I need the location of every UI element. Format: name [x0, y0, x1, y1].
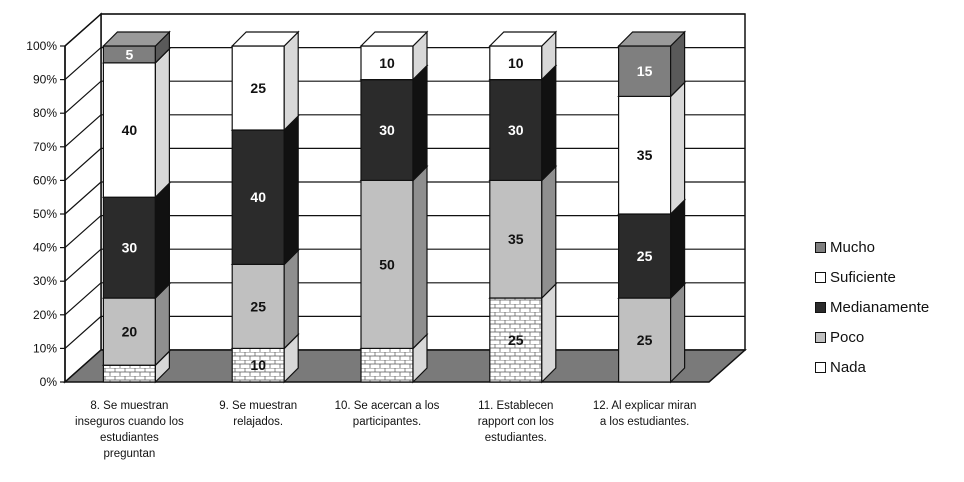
legend-swatch: [815, 332, 826, 343]
y-tick-label: 100%: [26, 39, 57, 53]
x-category-label: 12. Al explicar miran a los estudiantes.: [580, 398, 710, 430]
data-label: 25: [637, 332, 653, 348]
legend-label: Medianamente: [830, 299, 929, 316]
legend-label: Suficiente: [830, 269, 896, 286]
legend-item: Medianamente: [815, 292, 929, 322]
chart-legend: Mucho Suficiente Medianamente Poco Nada: [815, 232, 929, 382]
data-label: 30: [508, 122, 524, 138]
legend-label: Poco: [830, 329, 864, 346]
data-label: 5: [126, 46, 134, 62]
y-tick-label: 40%: [33, 241, 57, 255]
y-tick-label: 90%: [33, 73, 57, 87]
data-label: 10: [250, 357, 266, 373]
legend-label: Mucho: [830, 239, 875, 256]
data-label: 30: [122, 240, 138, 256]
y-tick-label: 50%: [33, 207, 57, 221]
data-label: 25: [508, 332, 524, 348]
data-label: 20: [122, 324, 138, 340]
y-tick-label: 70%: [33, 140, 57, 154]
y-tick-label: 20%: [33, 308, 57, 322]
legend-item: Nada: [815, 352, 929, 382]
y-tick-label: 0%: [40, 375, 58, 389]
data-label: 10: [508, 55, 524, 71]
data-label: 15: [637, 63, 653, 79]
data-label: 35: [508, 231, 524, 247]
legend-label: Nada: [830, 359, 866, 376]
data-label: 30: [379, 122, 395, 138]
data-label: 40: [250, 189, 266, 205]
x-category-label: 10. Se acercan a los participantes.: [322, 398, 452, 430]
data-label: 50: [379, 256, 395, 272]
y-tick-label: 10%: [33, 341, 57, 355]
y-tick-label: 60%: [33, 173, 57, 187]
y-tick-label: 30%: [33, 274, 57, 288]
data-label: 25: [250, 298, 266, 314]
x-category-label: 11. Establecen rapport con los estudiantes…: [451, 398, 581, 446]
y-tick-label: 80%: [33, 106, 57, 120]
x-category-label: 9. Se muestran relajados.: [193, 398, 323, 430]
legend-swatch: [815, 242, 826, 253]
data-label: 25: [250, 80, 266, 96]
data-label: 35: [637, 147, 653, 163]
legend-item: Poco: [815, 322, 929, 352]
data-label: 10: [379, 55, 395, 71]
legend-swatch: [815, 272, 826, 283]
bar-segment-mucho: [103, 32, 169, 63]
legend-item: Mucho: [815, 232, 929, 262]
legend-swatch: [815, 302, 826, 313]
legend-swatch: [815, 362, 826, 373]
x-category-label: 8. Se muestran inseguros cuando los estudi…: [64, 398, 194, 462]
legend-item: Suficiente: [815, 262, 929, 292]
data-label: 40: [122, 122, 138, 138]
data-label: 25: [637, 248, 653, 264]
